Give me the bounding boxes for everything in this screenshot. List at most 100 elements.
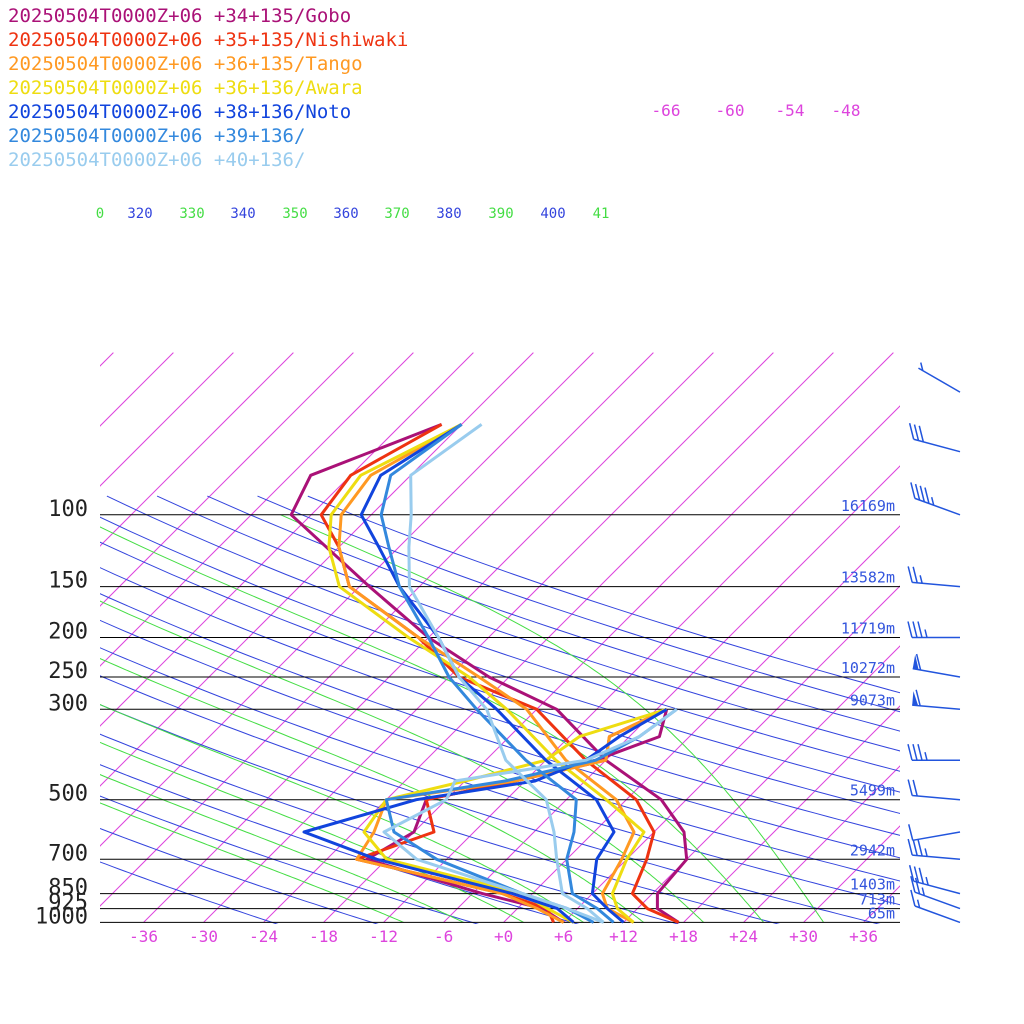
temperature-line <box>407 423 605 924</box>
temperature-tick-label: -6 <box>434 927 453 946</box>
wind-barb-flag <box>907 838 913 856</box>
temperature-tick-label: +0 <box>494 927 513 946</box>
pressure-label: 850 <box>48 876 88 901</box>
wind-barb <box>918 362 961 393</box>
temperature-line <box>337 423 636 924</box>
wind-barb-shaft <box>913 438 961 453</box>
wind-barb-flag <box>924 487 930 504</box>
height-label: 11719m <box>841 619 895 637</box>
height-label: 713m <box>859 891 895 909</box>
wind-barb-flag <box>907 744 913 761</box>
wind-barb-half-flag <box>920 362 924 371</box>
pressure-label: 250 <box>48 659 88 684</box>
wind-barb <box>908 824 961 842</box>
wind-barb <box>907 838 961 861</box>
wind-barb-half-flag <box>919 575 923 584</box>
pressure-label: 300 <box>48 691 88 716</box>
pressure-label: 200 <box>48 619 88 644</box>
temperature-tick-label: +6 <box>554 927 573 946</box>
wind-barb-flag <box>919 485 926 502</box>
wind-barb <box>907 779 961 801</box>
pressure-label: 150 <box>48 569 88 594</box>
wind-barb <box>908 423 961 453</box>
theta-label: 400 <box>540 206 565 222</box>
temperature-line <box>327 423 646 924</box>
temperature-line <box>359 423 625 924</box>
legend-entry: 20250504T0000Z+06 +36+136/Awara <box>8 77 363 99</box>
wind-barb-flag <box>910 876 916 893</box>
upper-temperature-label: -66 <box>652 101 681 120</box>
theta-label: 380 <box>436 206 461 222</box>
temperature-tick-label: -12 <box>369 927 398 946</box>
dry-adiabat-line <box>100 795 480 924</box>
wind-barb-flag <box>907 621 913 638</box>
wind-barb-half-flag <box>924 629 928 638</box>
wind-barb-flag <box>914 877 921 895</box>
isotherm-line <box>0 353 53 923</box>
wind-barb-half-flag <box>924 752 928 761</box>
pressure-label: 1000 <box>35 904 88 929</box>
pressure-label: 700 <box>48 841 88 866</box>
wind-barb-shaft <box>912 667 961 678</box>
axis-labels: 100 16169m 150 13582m 200 11719m 250 10272m 300 9… <box>35 101 895 946</box>
dry-adiabat-line <box>207 495 900 732</box>
height-label: 9073m <box>850 691 895 709</box>
wind-barb-shaft <box>914 497 961 516</box>
wind-barb-shaft <box>912 831 961 842</box>
wind-barb-flag <box>914 483 921 501</box>
dewpoint-line <box>302 708 668 924</box>
moist-adiabat-line <box>100 600 704 923</box>
wind-barb-flag <box>912 779 918 797</box>
isotherm-line <box>683 705 900 923</box>
isotherm-line <box>984 353 1024 923</box>
wind-barb <box>912 689 961 711</box>
legend-entry: 20250504T0000Z+06 +35+135/Nishiwaki <box>8 29 409 51</box>
upper-temperature-label: -48 <box>832 101 861 120</box>
theta-label: 370 <box>384 206 409 222</box>
wind-barb-half-flag <box>916 899 921 908</box>
wind-barb-shaft <box>914 905 961 924</box>
temperature-tick-label: -24 <box>249 927 278 946</box>
wind-barb <box>907 566 961 588</box>
temperature-line <box>319 423 680 924</box>
theta-label: 340 <box>230 206 255 222</box>
wind-barb-half-flag <box>930 497 935 506</box>
height-label: 10272m <box>841 659 895 677</box>
wind-barb-pennant <box>912 654 919 670</box>
wind-barb-flag <box>917 744 923 761</box>
pressure-label: 925 <box>48 891 88 916</box>
wind-barb <box>910 482 961 516</box>
theta-label: 0 <box>96 206 104 222</box>
theta-label: 360 <box>333 206 358 222</box>
theta-label: 390 <box>488 206 513 222</box>
wind-barb-flag <box>912 744 918 761</box>
wind-barb-flag <box>917 621 923 638</box>
legend-entry: 20250504T0000Z+06 +34+135/Gobo <box>8 5 352 27</box>
temperature-tick-label: -36 <box>129 927 158 946</box>
legend: 20250504T0000Z+06 +34+135/Gobo 20250504T0… <box>8 4 408 172</box>
dewpoint-line <box>355 707 668 924</box>
wind-barb <box>910 876 961 910</box>
wind-barb-flag <box>912 566 918 584</box>
temperature-tick-label: +24 <box>729 927 758 946</box>
legend-entry: 20250504T0000Z+06 +39+136/ <box>8 125 306 147</box>
wind-barb-flag <box>917 839 923 857</box>
wind-barb-half-flag <box>921 887 926 896</box>
isotherm-line <box>100 352 294 547</box>
height-label: 13582m <box>841 569 895 587</box>
wind-barb-flag <box>907 779 913 796</box>
wind-barb-shaft <box>912 854 961 861</box>
wind-barb <box>907 744 960 761</box>
wind-barb-shaft <box>912 794 961 801</box>
dewpoint-line <box>382 708 678 924</box>
temperature-tick-label: -18 <box>309 927 338 946</box>
temperature-tick-label: -30 <box>189 927 218 946</box>
temperature-tick-label: +36 <box>849 927 878 946</box>
wind-barbs <box>907 362 961 924</box>
dry-adiabat-line <box>156 495 900 752</box>
wind-barb-flag <box>907 566 913 583</box>
dewpoint-line <box>365 708 669 924</box>
wind-barb-pennant <box>912 691 919 706</box>
height-label: 16169m <box>841 497 895 515</box>
